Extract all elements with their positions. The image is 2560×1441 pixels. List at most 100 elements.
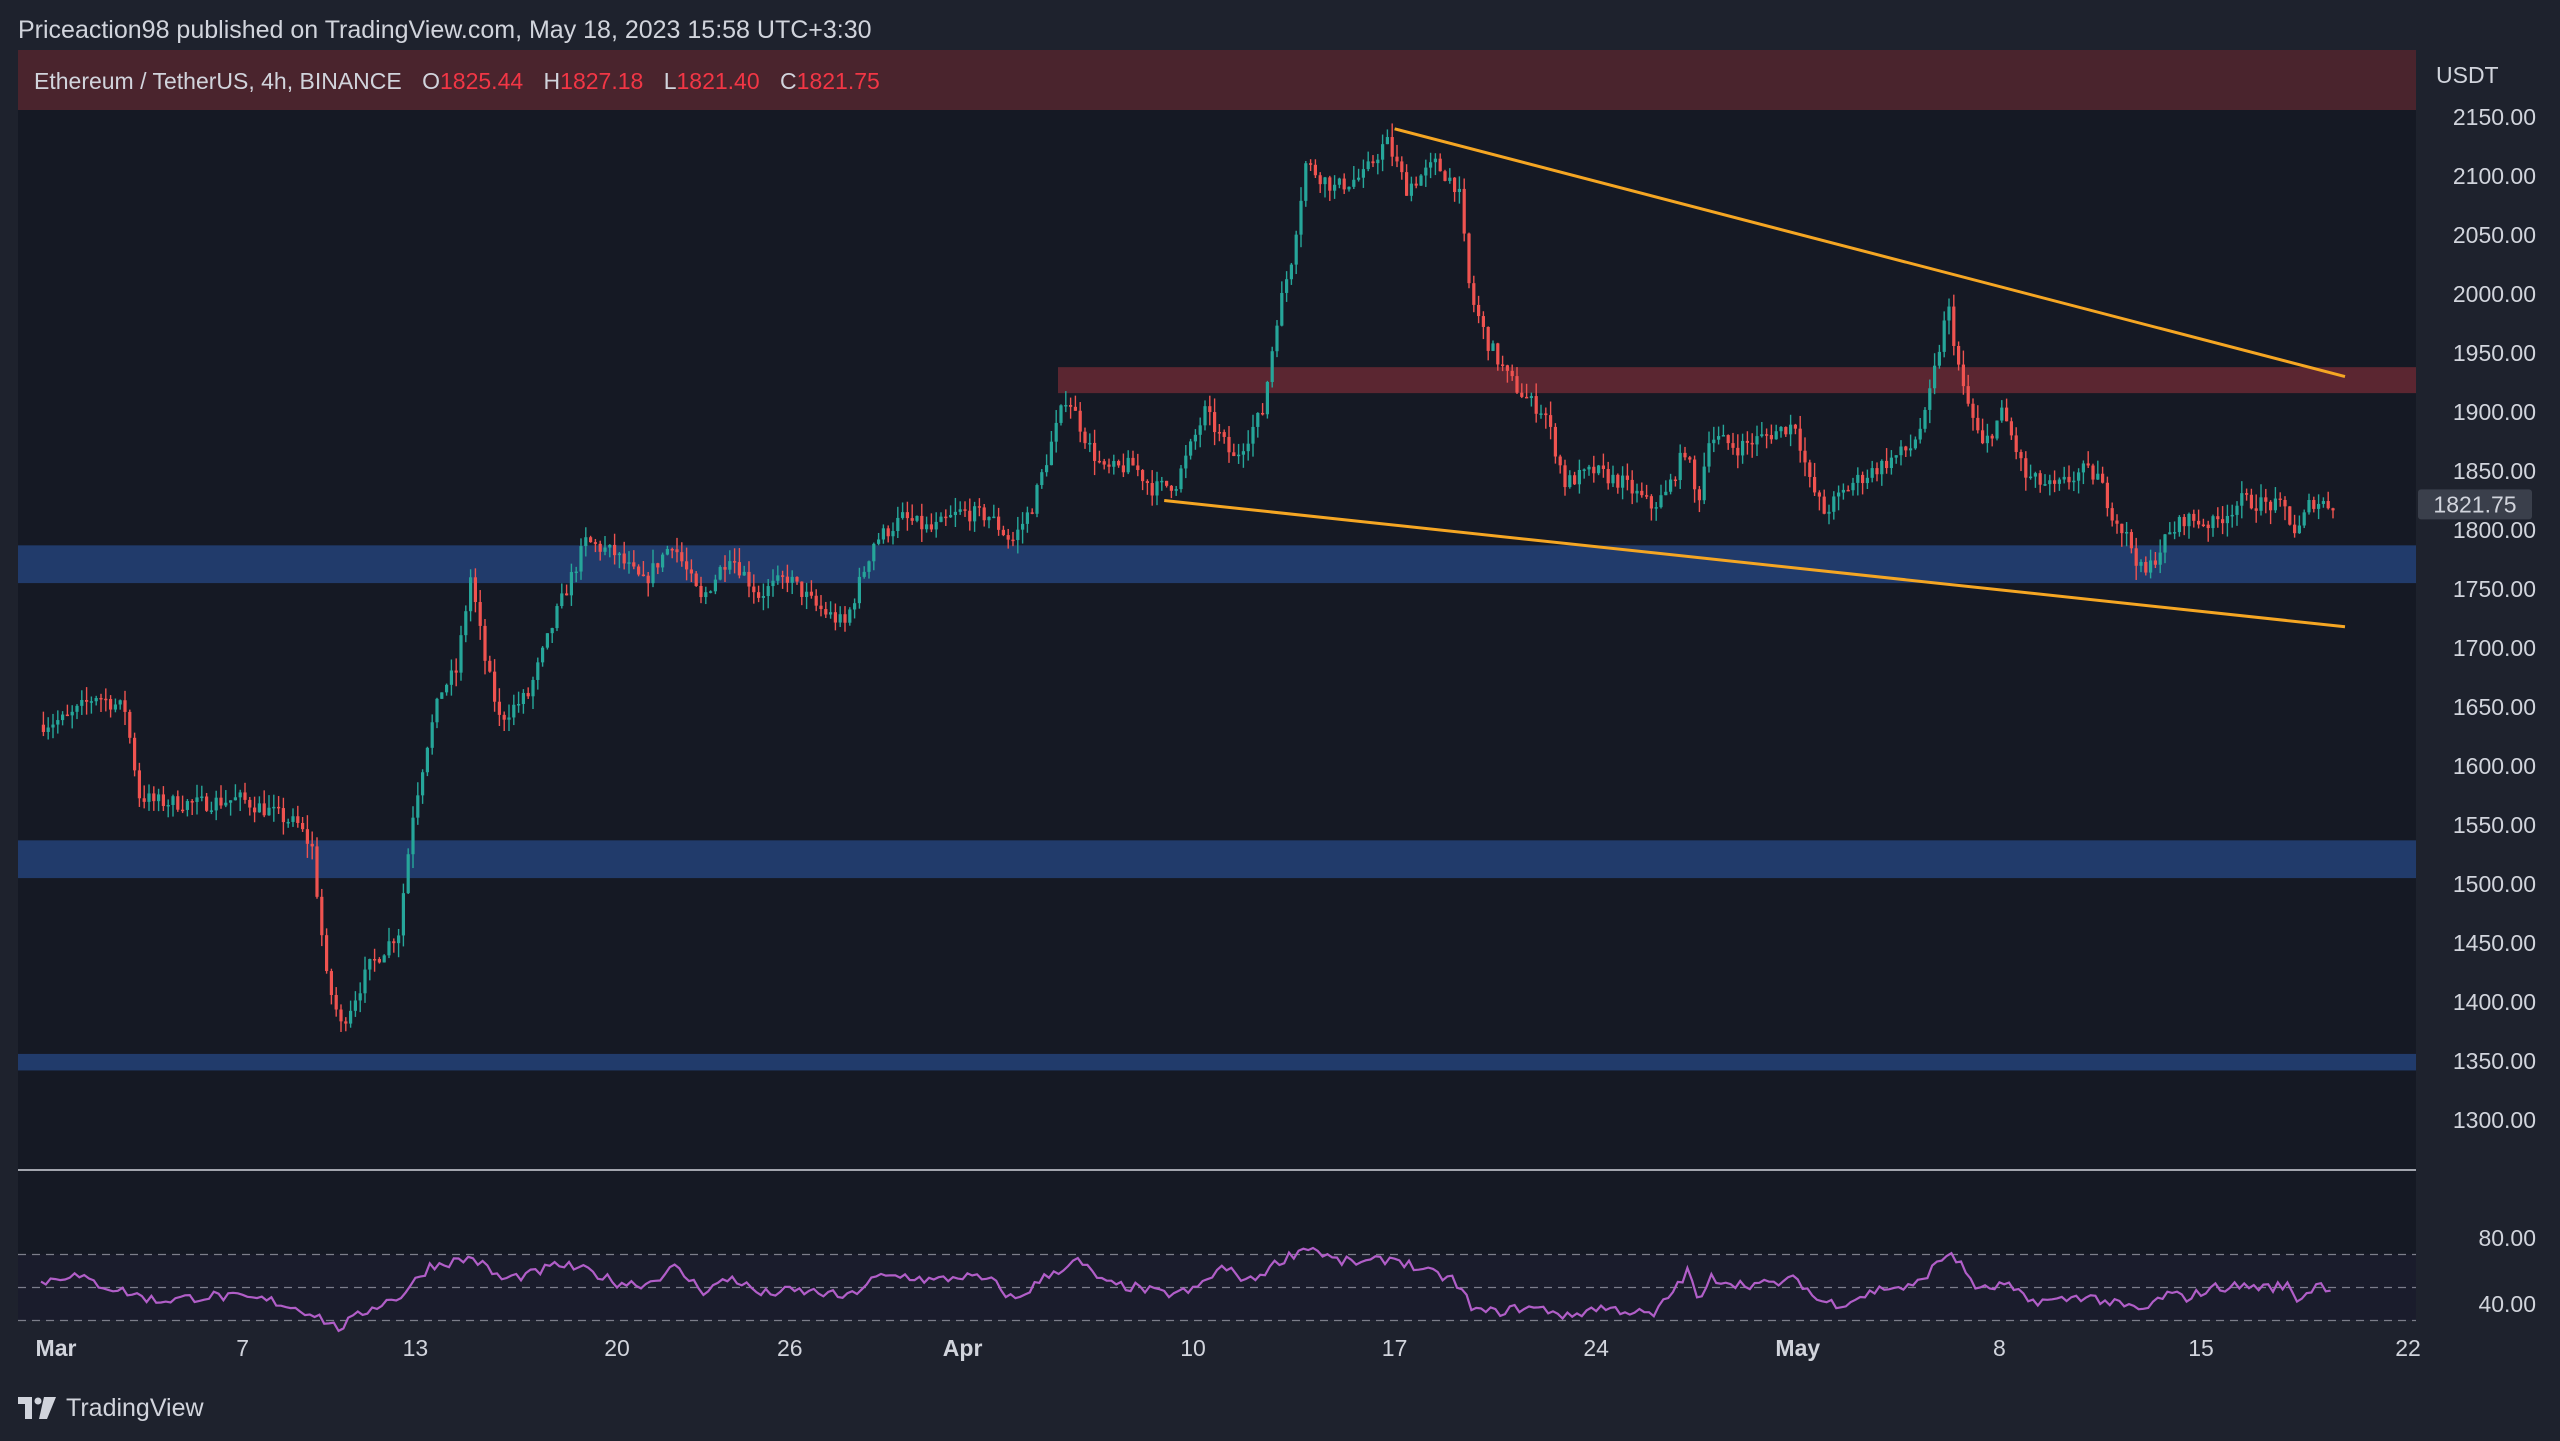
candle-427 — [2091, 463, 2095, 485]
candle-57 — [315, 837, 319, 899]
candle-261 — [1294, 230, 1298, 275]
candle-429 — [2101, 466, 2105, 484]
candle-379 — [1861, 471, 1865, 495]
candle-body — [1165, 480, 1169, 486]
candle-body — [1097, 460, 1101, 463]
candle-370 — [1817, 490, 1821, 511]
candle-body — [56, 720, 60, 725]
candle-416 — [2038, 470, 2042, 493]
y-tick-4: 1950.00 — [2453, 340, 2536, 366]
candle-body — [694, 573, 698, 586]
candle-body — [1265, 381, 1269, 415]
candle-77 — [411, 806, 415, 869]
candle-body — [1985, 435, 1989, 444]
candle-365 — [1793, 423, 1797, 435]
candle-152 — [771, 569, 775, 597]
candle-body — [987, 516, 991, 521]
candle-body — [2297, 525, 2301, 534]
candle-body — [1697, 489, 1701, 501]
candle-69 — [373, 948, 377, 972]
candle-body — [1160, 480, 1164, 483]
candle-117 — [603, 536, 607, 556]
candle-331 — [1630, 470, 1634, 505]
x-tick-2: 13 — [403, 1335, 429, 1361]
candle-197 — [987, 516, 991, 529]
candle-body — [2197, 520, 2201, 525]
candle-body — [493, 671, 497, 702]
candle-body — [1683, 452, 1687, 458]
rsi-band — [18, 1254, 2416, 1321]
candle-body — [1049, 441, 1053, 466]
candle-body — [2110, 508, 2114, 521]
candle-body — [1289, 264, 1293, 280]
candle-157 — [795, 576, 799, 585]
candle-body — [1141, 470, 1145, 482]
candle-171 — [862, 566, 866, 579]
candle-402 — [1971, 398, 1975, 431]
candle-313 — [1544, 407, 1548, 429]
candle-body — [1678, 452, 1682, 481]
candle-body — [699, 585, 703, 598]
candle-body — [406, 854, 410, 894]
candle-body — [118, 700, 122, 705]
candle-body — [1923, 409, 1927, 429]
candle-body — [1073, 406, 1077, 411]
candle-293 — [1448, 168, 1452, 184]
tradingview-logo-icon — [18, 1397, 56, 1419]
y-tick-10: 1650.00 — [2453, 694, 2536, 720]
candle-110 — [569, 563, 573, 606]
candle-body — [1769, 434, 1773, 440]
candle-21 — [142, 785, 146, 809]
candle-395 — [1937, 344, 1941, 369]
candle-81 — [430, 714, 434, 755]
candle-166 — [838, 606, 842, 628]
candle-2 — [51, 713, 55, 739]
candle-142 — [723, 555, 727, 583]
candle-134 — [685, 547, 689, 581]
candle-78 — [416, 782, 420, 825]
candle-460 — [2249, 488, 2253, 510]
trendline-0 — [1394, 127, 2346, 379]
candle-40 — [233, 784, 237, 801]
candle-body — [1016, 529, 1020, 541]
candle-453 — [2216, 507, 2220, 528]
candle-330 — [1625, 463, 1629, 491]
candle-138 — [704, 586, 708, 605]
candle-body — [157, 794, 161, 802]
chart-canvas[interactable]: 1821.75 USDT 2150.00 2100.00 2050.00 2000.00 1… — [18, 50, 2560, 1374]
candle-475 — [2321, 497, 2325, 508]
candle-body — [430, 722, 434, 748]
candle-body — [1515, 376, 1519, 393]
candle-body — [550, 628, 554, 634]
candle-body — [2317, 503, 2321, 509]
x-tick-9: May — [1775, 1335, 1820, 1361]
candle-422 — [2067, 465, 2071, 490]
y-tick-17: 1300.00 — [2453, 1107, 2536, 1133]
chart-frame[interactable]: 1821.75 USDT 2150.00 2100.00 2050.00 2000.00 1… — [18, 50, 2560, 1374]
candle-31 — [190, 799, 194, 816]
candle-143 — [728, 550, 732, 575]
legend-banner — [18, 50, 2416, 110]
plot-background — [18, 50, 2416, 1374]
candle-5 — [65, 704, 69, 717]
candle-235 — [1169, 484, 1173, 499]
candle-438 — [2144, 556, 2148, 576]
candle-33 — [200, 785, 204, 802]
candle-body — [867, 561, 871, 572]
candle-140 — [713, 574, 717, 595]
candle-449 — [2197, 509, 2201, 529]
candle-28 — [176, 790, 180, 812]
candle-298 — [1472, 275, 1476, 313]
candle-body — [944, 516, 948, 519]
candle-body — [1045, 465, 1049, 473]
candle-body — [2240, 493, 2244, 506]
candle-body — [128, 711, 132, 738]
candle-body — [1616, 474, 1620, 488]
candle-body — [689, 569, 693, 574]
candle-337 — [1659, 484, 1663, 509]
candle-223 — [1112, 454, 1116, 475]
candle-body — [2009, 421, 2013, 436]
candle-body — [1117, 461, 1121, 466]
candle-body — [1549, 415, 1553, 427]
candle-461 — [2254, 494, 2258, 523]
